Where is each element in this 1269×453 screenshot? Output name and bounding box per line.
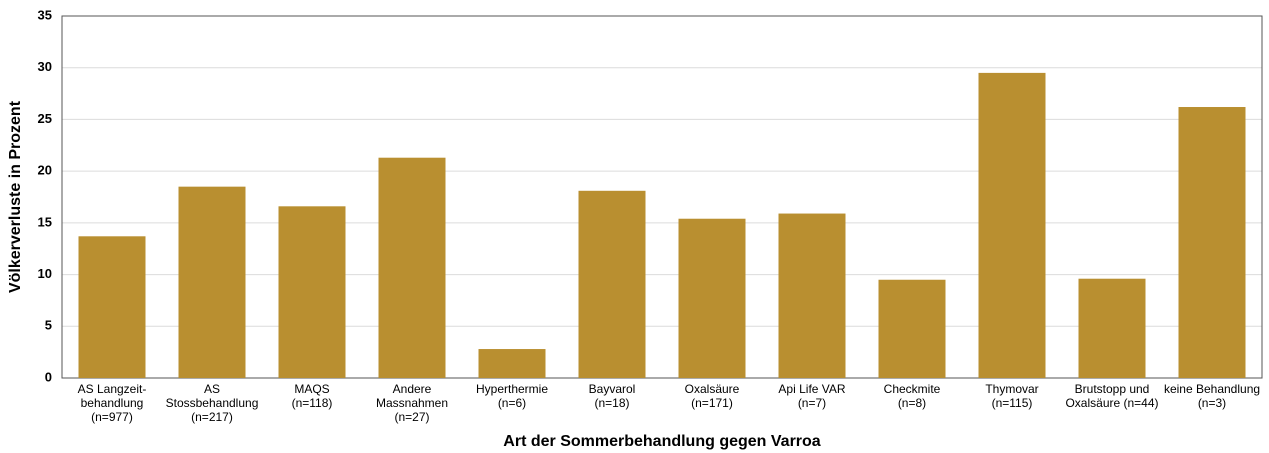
x-tick-label: Checkmite (n=8) <box>884 382 941 410</box>
x-tick-label-line: Thymovar <box>985 382 1038 396</box>
x-tick-label-line: (n=8) <box>898 396 926 410</box>
x-tick-label: keine Behandlung (n=3) <box>1164 382 1260 410</box>
x-tick-label: MAQS (n=118) <box>292 382 333 410</box>
x-tick-label-line: (n=6) <box>498 396 526 410</box>
x-tick-label-line: Stossbehandlung <box>166 396 259 410</box>
x-tick-label-line: (n=27) <box>394 410 429 424</box>
x-tick-label-line: Oxalsäure <box>685 382 740 396</box>
x-tick-label-line: Checkmite <box>884 382 941 396</box>
x-tick-label-line: behandlung <box>81 396 144 410</box>
x-tick-label-line: Bayvarol <box>589 382 636 396</box>
x-tick-label: Andere Massnahmen (n=27) <box>376 382 448 424</box>
x-tick-label: Api Life VAR (n=7) <box>778 382 845 410</box>
x-tick-label-line: AS <box>204 382 220 396</box>
x-tick-label: Oxalsäure (n=171) <box>685 382 740 410</box>
x-tick-label-line: Andere <box>393 382 432 396</box>
x-tick-label-line: (n=3) <box>1198 396 1226 410</box>
x-tick-label-line: Oxalsäure (n=44) <box>1065 396 1158 410</box>
x-tick-label-line: (n=118) <box>292 396 333 410</box>
x-tick-label-line: Api Life VAR <box>778 382 845 396</box>
x-tick-label-line: (n=7) <box>798 396 826 410</box>
bar <box>678 218 746 378</box>
y-tick-label: 35 <box>38 7 52 22</box>
bar <box>178 186 246 378</box>
bar <box>78 236 146 378</box>
x-tick-label-line: AS Langzeit- <box>78 382 147 396</box>
x-tick-label-line: keine Behandlung <box>1164 382 1260 396</box>
y-tick-label: 30 <box>38 59 52 74</box>
bar <box>478 349 546 378</box>
y-tick-label: 0 <box>45 369 52 384</box>
y-tick-label: 20 <box>38 163 52 178</box>
x-tick-label-line: (n=18) <box>594 396 629 410</box>
y-axis-title: Völkerverluste in Prozent <box>7 100 24 293</box>
x-tick-label: Hyperthermie (n=6) <box>476 382 548 410</box>
bar <box>578 190 646 378</box>
x-tick-label-line: Hyperthermie <box>476 382 548 396</box>
x-tick-label: Bayvarol (n=18) <box>589 382 636 410</box>
y-tick-label: 15 <box>38 214 52 229</box>
x-tick-label-line: (n=977) <box>91 410 133 424</box>
x-tick-label-line: Brutstopp und <box>1075 382 1150 396</box>
x-tick-label: Brutstopp und Oxalsäure (n=44) <box>1065 382 1158 410</box>
x-tick-label: AS Stossbehandlung (n=217) <box>166 382 259 424</box>
x-axis-title: Art der Sommerbehandlung gegen Varroa <box>503 433 821 450</box>
y-tick-label: 10 <box>38 266 52 281</box>
x-tick-label-line: (n=115) <box>992 396 1033 410</box>
x-tick-label: AS Langzeit-behandlung (n=977) <box>78 382 147 424</box>
x-tick-label-line: (n=217) <box>191 410 233 424</box>
plot-frame <box>61 15 1263 379</box>
bar <box>978 72 1046 378</box>
x-tick-label-line: MAQS <box>294 382 329 396</box>
bar <box>278 206 346 378</box>
bar <box>1078 278 1146 378</box>
bar <box>878 279 946 378</box>
bar <box>378 157 446 378</box>
bar <box>778 213 846 378</box>
x-tick-label-line: Massnahmen <box>376 396 448 410</box>
bar <box>1178 107 1246 378</box>
x-tick-label-line: (n=171) <box>691 396 733 410</box>
y-tick-label: 5 <box>45 318 52 333</box>
y-tick-label: 25 <box>38 111 52 126</box>
x-tick-label: Thymovar (n=115) <box>985 382 1038 410</box>
